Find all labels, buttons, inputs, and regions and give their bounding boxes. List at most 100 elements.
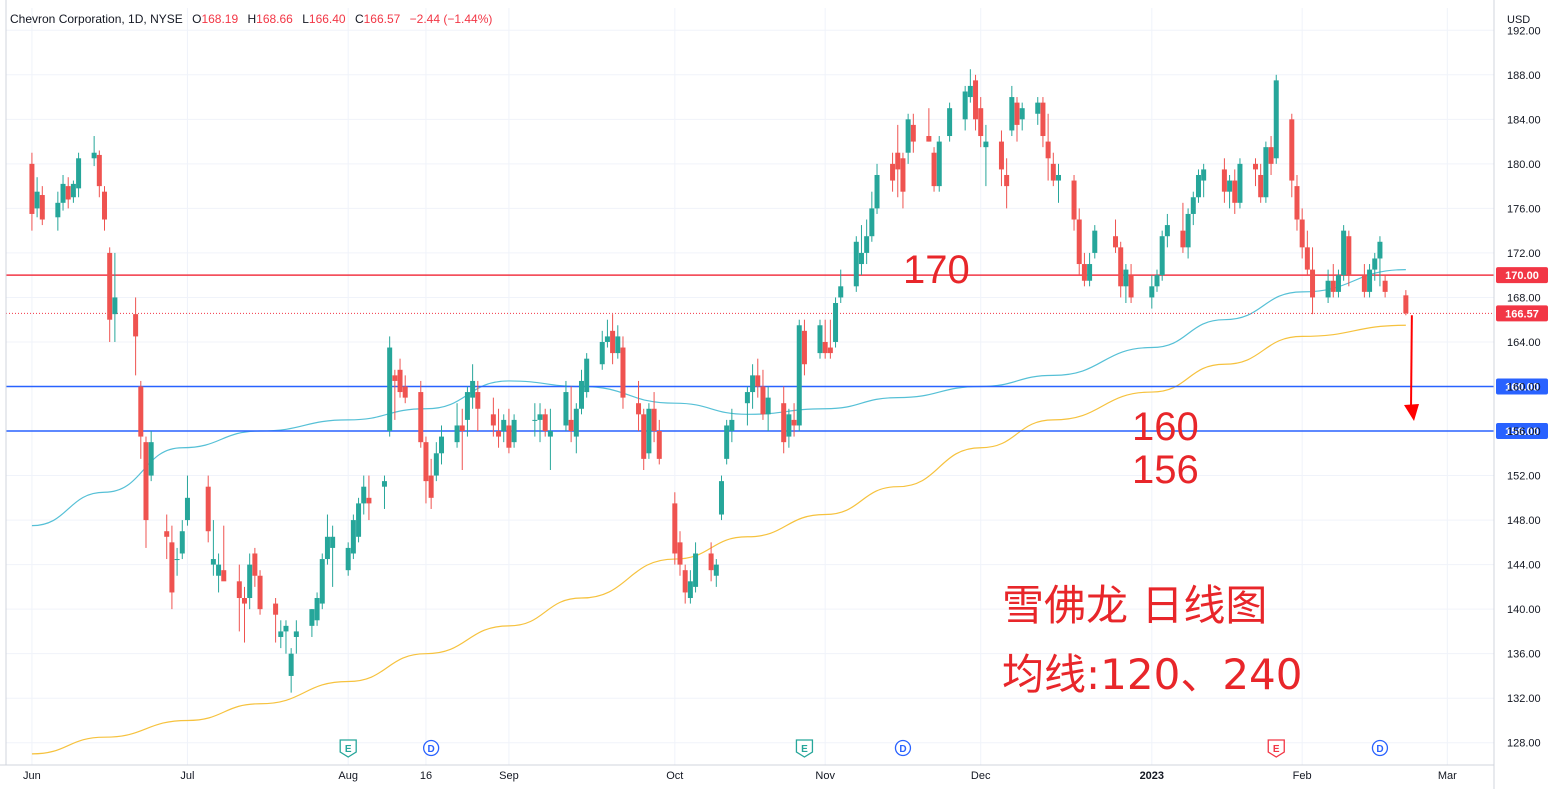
candle-body	[1045, 141, 1051, 159]
candle-body	[314, 598, 320, 621]
price-tag-label: 160.00	[1505, 382, 1539, 394]
candle-body	[29, 163, 35, 214]
candle-body	[858, 252, 864, 265]
y-tick-label: 132.00	[1507, 693, 1541, 705]
y-tick-label: 188.00	[1507, 70, 1541, 82]
candle-body	[138, 386, 144, 437]
candle-body	[853, 241, 859, 287]
symbol-legend: Chevron Corporation, 1D, NYSE O168.19 H1…	[10, 12, 492, 26]
candle-body	[210, 559, 216, 565]
candle-body	[646, 408, 652, 454]
candle-body	[895, 152, 901, 170]
event-marker-label: E	[801, 744, 808, 755]
candle-body	[1019, 108, 1025, 120]
candle-body	[91, 152, 97, 159]
candle-body	[568, 419, 574, 432]
ma-line-0	[31, 269, 1406, 527]
horizontal-levels[interactable]: 170.00 160.00 156.00 166.57	[6, 267, 1548, 440]
candle-body	[973, 80, 979, 120]
candle-body	[817, 325, 823, 354]
annotation-160: 160	[1132, 405, 1199, 449]
earnings-icon[interactable]	[339, 739, 357, 758]
moving-averages	[31, 269, 1406, 755]
candle-body	[926, 136, 932, 142]
candle-body	[755, 375, 761, 387]
candle-body	[70, 183, 76, 198]
dividend-icon[interactable]	[422, 739, 440, 757]
candle-body	[1004, 174, 1010, 187]
x-tick-label: 2023	[1140, 770, 1164, 782]
close-label: C	[354, 12, 364, 26]
arrow-head	[1404, 404, 1419, 421]
price-tag-box	[1496, 267, 1548, 284]
candle-body	[506, 425, 512, 448]
candle-body	[801, 330, 807, 365]
earnings-icon[interactable]	[1267, 739, 1285, 758]
candle-body	[760, 386, 766, 415]
candle-body	[330, 536, 336, 548]
price-tag-box	[1496, 378, 1548, 395]
candle-body	[620, 347, 626, 398]
candle-body	[283, 625, 289, 632]
candle-body	[216, 564, 222, 576]
y-tick-label: 148.00	[1507, 515, 1541, 527]
candle-body	[324, 536, 330, 560]
x-tick-label: Sep	[499, 770, 519, 782]
candle-body	[112, 297, 118, 315]
candle-body	[687, 581, 693, 599]
high-value: 168.66	[256, 12, 293, 26]
x-tick-label: Jun	[23, 770, 41, 782]
candle-body	[822, 341, 828, 354]
y-tick-label: 192.00	[1507, 25, 1541, 37]
candle-body	[381, 481, 387, 487]
event-marker-label: D	[1376, 744, 1383, 755]
dividend-icon[interactable]	[1371, 739, 1389, 757]
candle-body	[1190, 197, 1196, 214]
annotation-title: 雪佛龙 日线图	[1002, 581, 1268, 630]
candle-body	[309, 609, 315, 626]
candle-body	[983, 141, 989, 148]
candle-body	[96, 154, 102, 187]
y-tick-label: 176.00	[1507, 203, 1541, 215]
candle-body	[905, 119, 911, 153]
candle-body	[236, 581, 242, 599]
candle-body	[288, 653, 294, 676]
candle-body	[584, 358, 590, 393]
candle-body	[791, 419, 797, 426]
candle-body	[563, 392, 569, 426]
candle-body	[1268, 147, 1274, 164]
currency-label: USD	[1507, 14, 1530, 26]
candle-body	[252, 553, 258, 576]
dividend-icon[interactable]	[894, 739, 912, 757]
candle-body	[490, 414, 496, 426]
candle-body	[464, 392, 470, 420]
candle-body	[345, 547, 351, 571]
candle-body	[1335, 275, 1341, 292]
candle-body	[1346, 236, 1352, 276]
candle-body	[610, 330, 616, 354]
price-tag-box	[1496, 305, 1548, 322]
candle-body	[537, 414, 543, 420]
candle-body	[501, 419, 507, 432]
candle-body	[278, 631, 284, 637]
candle-body	[1227, 180, 1233, 192]
candle-body	[677, 542, 683, 565]
price-tag-label: 166.57	[1505, 308, 1539, 320]
candle-body	[34, 191, 40, 209]
candle-body	[1154, 275, 1160, 287]
candle-body	[1341, 230, 1347, 276]
candle-body	[786, 414, 792, 437]
candle-body	[931, 152, 937, 187]
earnings-icon[interactable]	[795, 739, 814, 758]
candle-body	[169, 542, 175, 593]
event-marker-label: D	[428, 744, 435, 755]
candle-body	[1361, 275, 1367, 292]
x-tick-label: Jul	[180, 770, 194, 782]
candle-body	[1237, 163, 1243, 203]
candle-body	[475, 392, 481, 409]
candle-body	[184, 497, 190, 521]
candle-body	[1377, 241, 1383, 259]
y-tick-label: 128.00	[1507, 738, 1541, 750]
